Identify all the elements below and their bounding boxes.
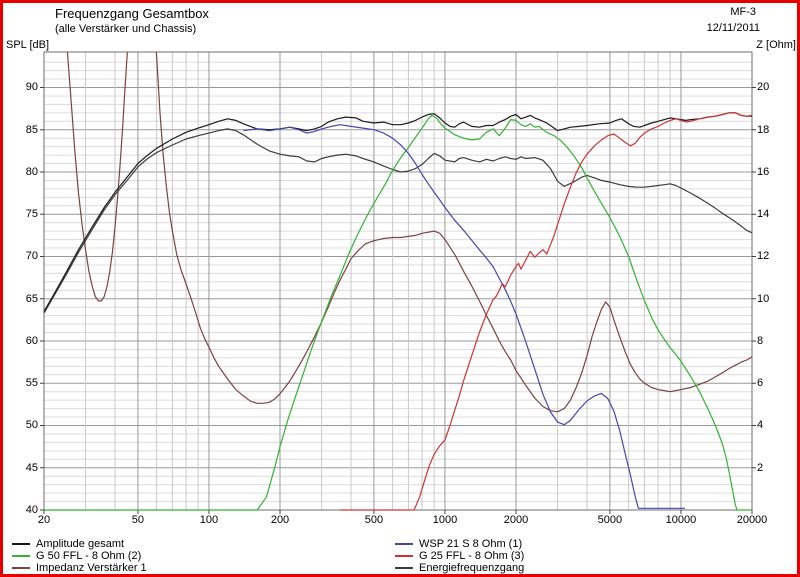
tick-label: 60 xyxy=(25,334,38,347)
tick-label: 20 xyxy=(37,514,51,526)
tick-label: 1000 xyxy=(432,514,458,526)
legend-label: G 50 FFL - 8 Ohm (2) xyxy=(36,550,142,562)
curve-impedanz-verst-rker-1 xyxy=(66,52,752,413)
tick-label: 8 xyxy=(757,334,764,347)
tick-label: 50 xyxy=(25,419,38,432)
tick-label: 2 xyxy=(757,461,764,474)
legend-item-amplitude: Amplitude gesamt xyxy=(12,538,124,550)
tick-label: 75 xyxy=(25,208,38,221)
chart-subtitle: (alle Verstärker und Chassis) xyxy=(55,23,197,35)
tick-label: 500 xyxy=(364,514,384,526)
tick-label: 50 xyxy=(131,514,145,526)
legend-label: G 25 FFL - 8 Ohm (3) xyxy=(419,550,525,562)
curve-g-25-ffl-8-ohm-3- xyxy=(340,112,752,511)
tick-label: 20000 xyxy=(736,514,768,526)
tick-label: 18 xyxy=(757,123,770,136)
tick-label: 70 xyxy=(25,250,38,263)
legend-item-impedanz: Impedanz Verstärker 1 xyxy=(12,562,147,574)
model-label: MF-3 xyxy=(730,6,756,18)
tick-label: 200 xyxy=(270,514,290,526)
curve-g-50-ffl-8-ohm-2- xyxy=(44,114,752,511)
right-axis-unit-label: Z [Ohm] xyxy=(756,39,796,51)
legend-label: Impedanz Verstärker 1 xyxy=(36,562,147,574)
legend-line-swatch xyxy=(395,567,413,569)
legend-line-swatch xyxy=(12,567,30,569)
tick-label: 80 xyxy=(25,165,38,178)
tick-label: 90 xyxy=(25,81,38,94)
tick-label: 6 xyxy=(757,377,764,390)
tick-label: 16 xyxy=(757,165,770,178)
curve-wsp-21-s-8-ohm-1- xyxy=(243,124,685,509)
legend-item-energie: Energiefrequenzgang xyxy=(395,562,524,574)
tick-label: 4 xyxy=(757,419,764,432)
tick-label: 20 xyxy=(757,81,770,94)
legend-label: WSP 21 S 8 Ohm (1) xyxy=(419,538,523,550)
legend-item-wsp21: WSP 21 S 8 Ohm (1) xyxy=(395,538,522,550)
tick-label: 5000 xyxy=(597,514,623,526)
legend-label: Energiefrequenzgang xyxy=(419,562,525,574)
tick-label: 85 xyxy=(25,123,38,136)
tick-label: 10 xyxy=(757,292,770,305)
tick-label: 14 xyxy=(757,208,770,221)
legend-label: Amplitude gesamt xyxy=(36,538,125,550)
tick-label: 65 xyxy=(25,292,38,305)
tick-label: 45 xyxy=(25,461,38,474)
tick-label: 10000 xyxy=(665,514,697,526)
legend-line-swatch xyxy=(12,543,30,545)
legend-line-swatch xyxy=(12,555,30,557)
left-axis-unit-label: SPL [dB] xyxy=(6,39,50,51)
tick-label: 12 xyxy=(757,250,770,263)
tick-label: 100 xyxy=(199,514,219,526)
page-title: Frequenzgang Gesamtbox xyxy=(55,6,209,21)
tick-label: 40 xyxy=(25,504,38,516)
curve-amplitude-gesamt xyxy=(44,112,752,312)
legend-line-swatch xyxy=(395,543,413,545)
curve-energiefrequenzgang xyxy=(44,128,752,314)
legend-item-g50: G 50 FFL - 8 Ohm (2) xyxy=(12,550,141,562)
tick-label: 55 xyxy=(25,377,38,390)
measurement-date: 12/11/2011 xyxy=(706,22,760,34)
tick-label: 2000 xyxy=(503,514,529,526)
legend-item-g25: G 25 FFL - 8 Ohm (3) xyxy=(395,550,524,562)
legend-line-swatch xyxy=(395,555,413,557)
